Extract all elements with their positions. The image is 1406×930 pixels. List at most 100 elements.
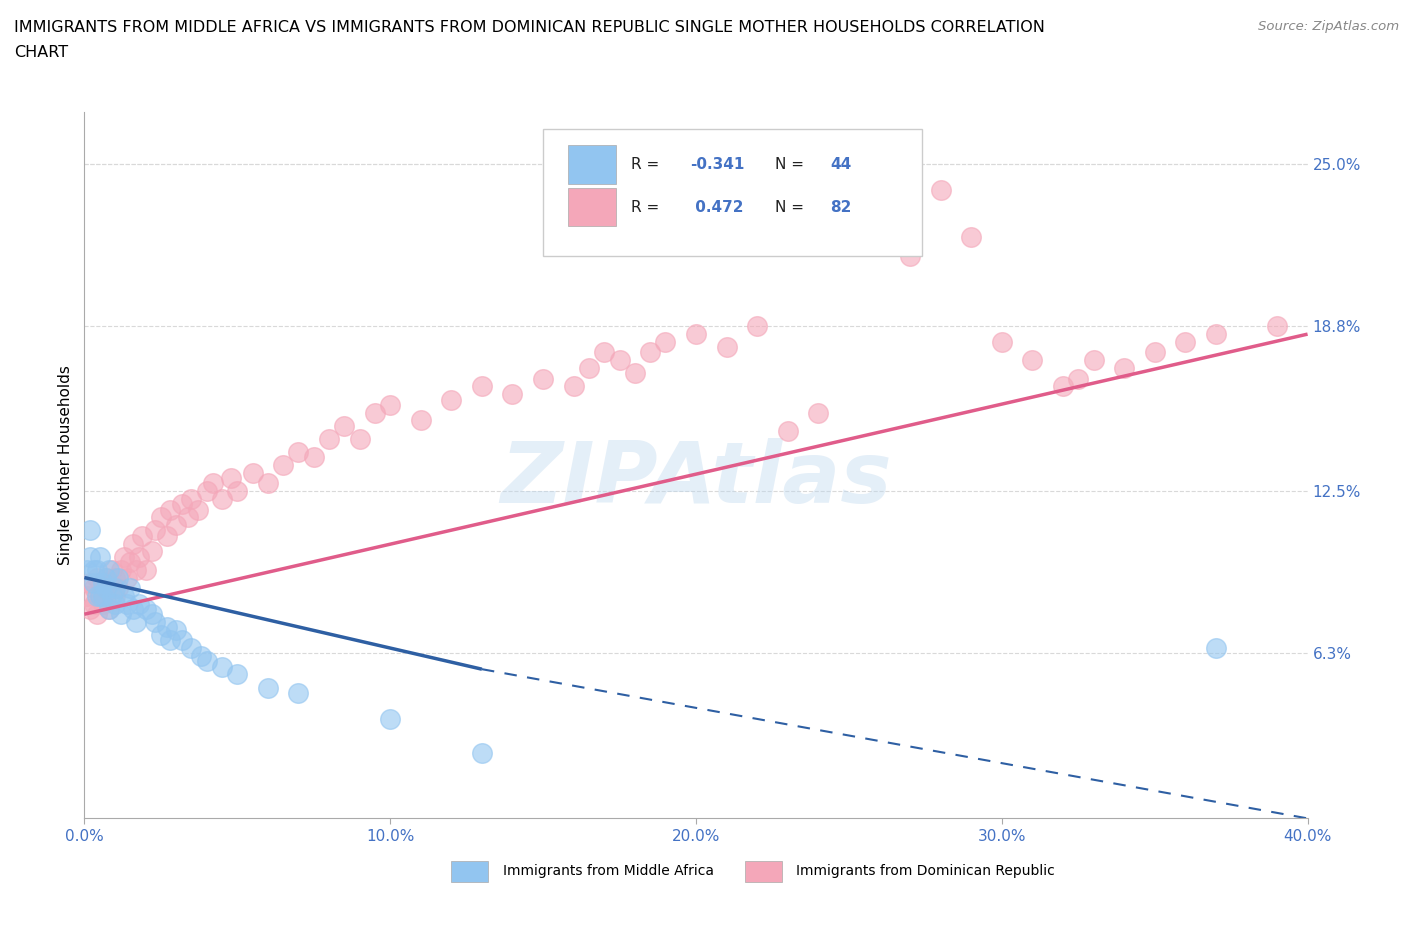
Point [302,450,325,465]
Point [716,339,738,354]
Point [156,620,179,635]
Point [685,326,707,341]
Point [1143,345,1166,360]
Point [624,365,647,380]
Point [502,387,524,402]
Point [180,492,202,507]
Text: ZIPAtlas: ZIPAtlas [501,438,891,521]
Point [318,432,340,446]
Point [79,550,101,565]
Point [104,589,127,604]
Text: -0.341: -0.341 [690,157,744,172]
Text: CHART: CHART [14,45,67,60]
Point [257,476,280,491]
Point [89,589,111,604]
Text: Immigrants from Dominican Republic: Immigrants from Dominican Republic [796,864,1054,879]
Point [141,606,163,621]
Point [94,570,117,585]
Point [101,563,124,578]
Point [143,523,166,538]
Text: Immigrants from Middle Africa: Immigrants from Middle Africa [503,864,714,879]
Point [271,458,294,472]
Point [110,563,132,578]
Point [94,589,117,604]
Point [112,550,135,565]
Point [747,319,769,334]
Point [226,667,249,682]
Point [186,502,208,517]
Point [929,182,952,197]
Point [654,335,676,350]
FancyBboxPatch shape [543,129,922,257]
Point [1205,641,1227,656]
Point [578,361,600,376]
Point [960,230,983,245]
Point [807,405,830,420]
Point [128,550,150,565]
Point [120,554,142,569]
Point [79,523,101,538]
FancyBboxPatch shape [451,861,488,882]
Point [177,510,200,525]
Point [257,680,280,695]
Point [141,544,163,559]
Point [120,580,142,595]
Point [211,492,233,507]
Point [91,576,114,591]
Point [97,563,120,578]
Point [471,746,494,761]
Point [79,576,101,591]
Point [287,445,309,459]
Point [287,685,309,700]
Point [380,397,402,412]
Point [242,465,264,480]
Point [125,563,148,578]
Point [898,248,921,263]
Point [364,405,387,420]
Point [156,528,179,543]
Point [107,580,129,595]
Point [593,345,616,360]
Point [97,602,120,617]
Point [333,418,356,433]
Point [1083,352,1105,367]
Point [211,659,233,674]
Point [991,335,1014,350]
Point [165,518,187,533]
Point [172,497,194,512]
Point [83,563,105,578]
Text: IMMIGRANTS FROM MIDDLE AFRICA VS IMMIGRANTS FROM DOMINICAN REPUBLIC SINGLE MOTHE: IMMIGRANTS FROM MIDDLE AFRICA VS IMMIGRA… [14,20,1045,35]
Point [471,379,494,394]
FancyBboxPatch shape [745,861,782,882]
Point [1021,352,1043,367]
Y-axis label: Single Mother Households: Single Mother Households [58,365,73,565]
FancyBboxPatch shape [568,145,616,184]
Point [195,484,218,498]
Point [159,633,181,648]
Point [1174,335,1197,350]
Point [86,563,108,578]
Point [104,580,127,595]
Point [172,633,194,648]
Text: 44: 44 [831,157,852,172]
Point [149,510,172,525]
FancyBboxPatch shape [568,188,616,227]
Point [122,602,145,617]
Point [440,392,463,407]
Point [1067,371,1090,386]
Point [83,580,105,595]
Point [128,596,150,611]
Text: N =: N = [776,157,810,172]
Point [135,563,157,578]
Point [609,352,631,367]
Text: N =: N = [776,200,810,215]
Point [638,345,661,360]
Text: Source: ZipAtlas.com: Source: ZipAtlas.com [1258,20,1399,33]
Point [180,641,202,656]
Point [89,589,111,604]
Point [380,711,402,726]
Point [94,580,117,595]
Point [201,476,224,491]
Point [1114,361,1136,376]
Point [89,576,111,591]
